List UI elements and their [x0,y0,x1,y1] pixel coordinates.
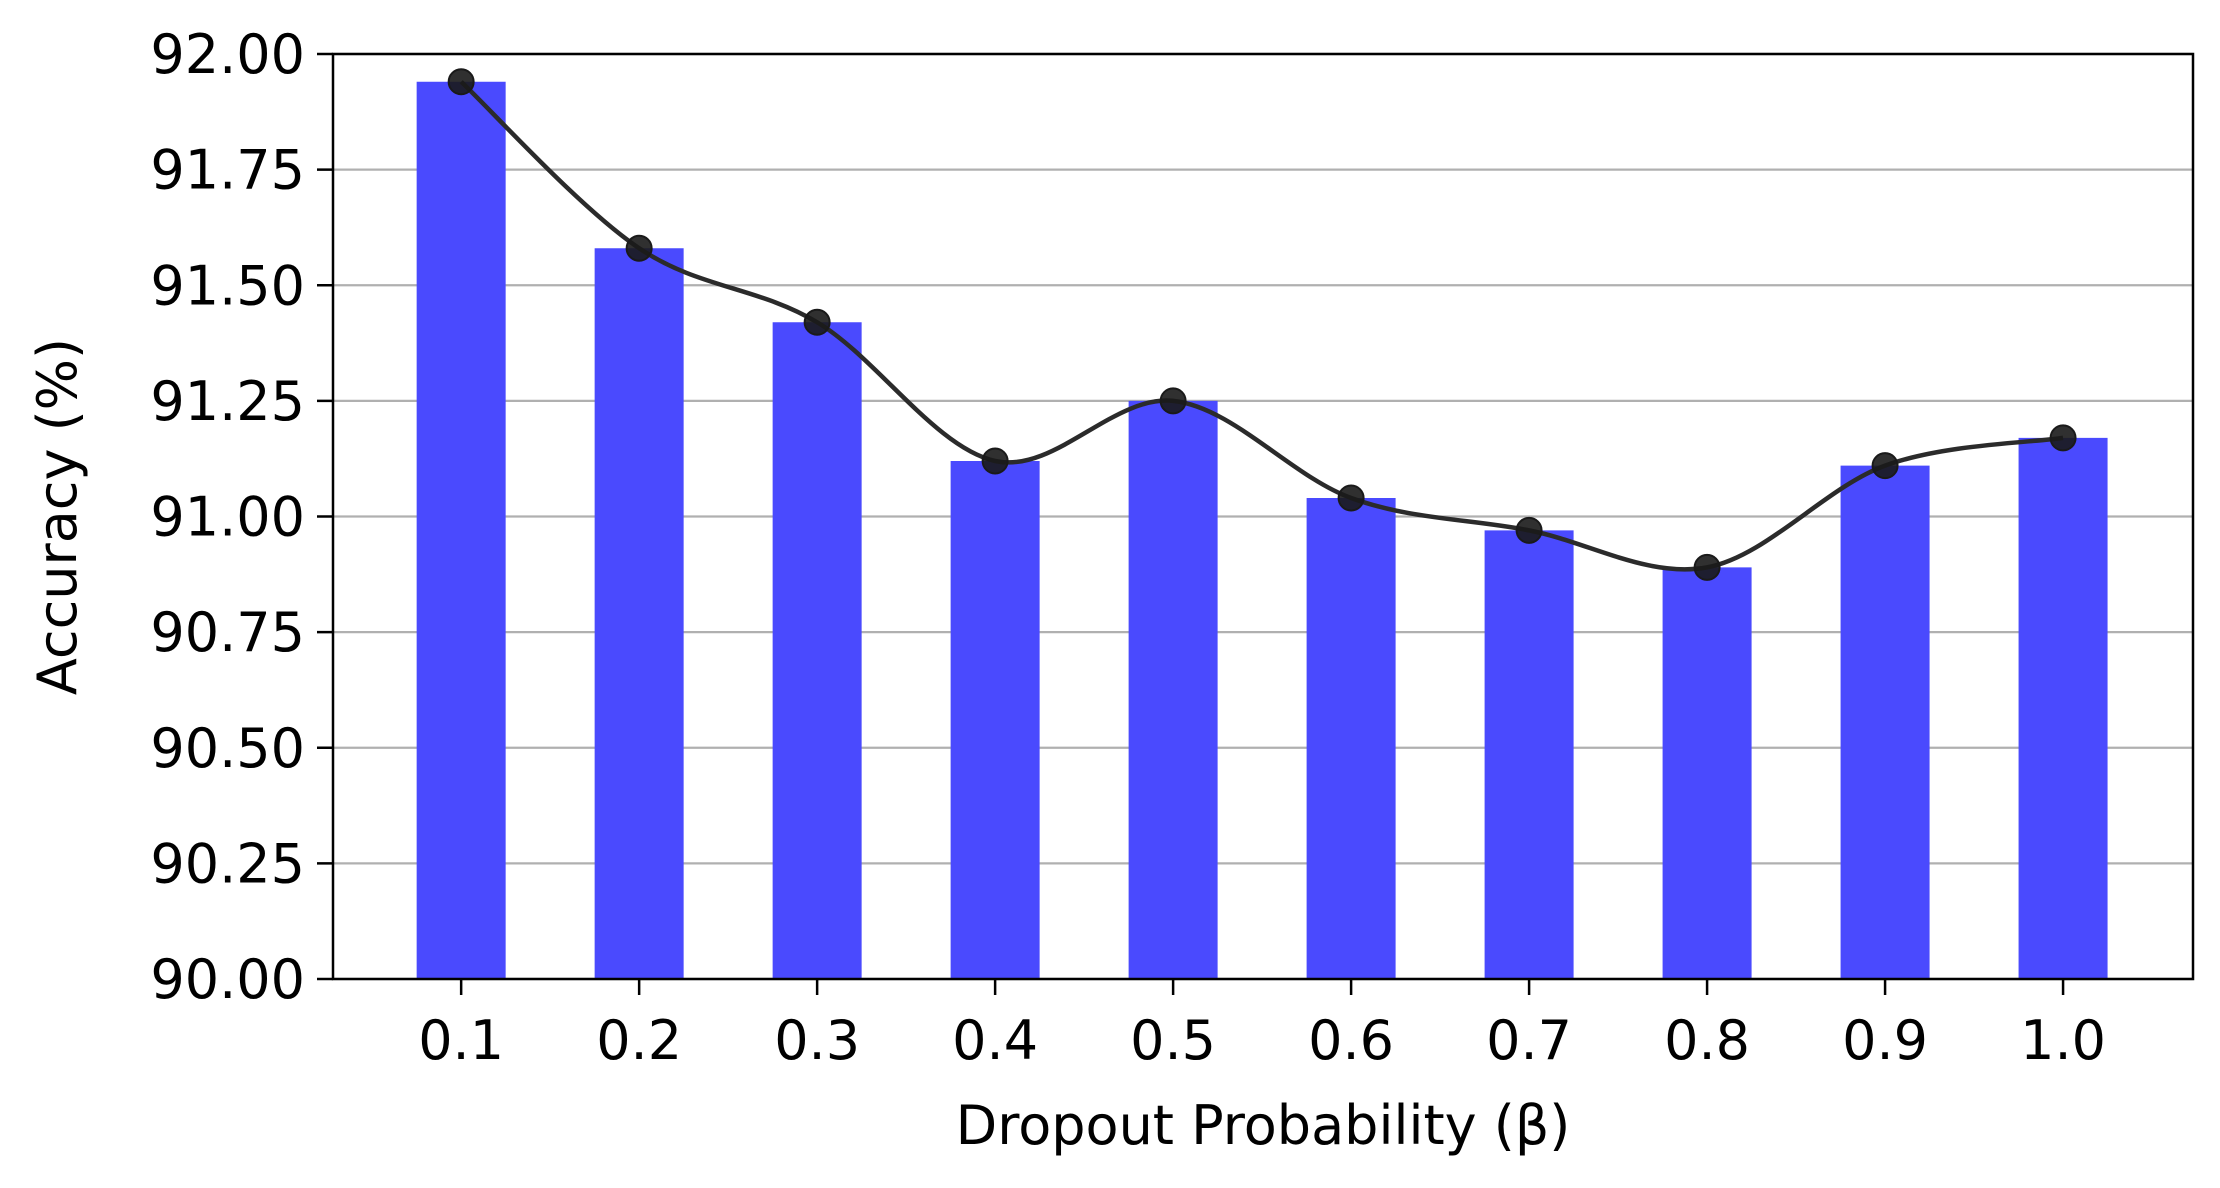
x-axis-title: Dropout Probability (β) [956,1094,1571,1157]
bar [594,248,684,979]
x-tick-label: 1.0 [2020,1009,2106,1072]
data-point-marker [981,447,1009,475]
bar [1306,498,1396,979]
bar [1840,465,1930,979]
y-tick-label: 91.75 [150,139,305,202]
bar [416,81,506,979]
trend-line [459,80,2064,572]
y-axis: 90.00 90.25 90.50 90.75 91.00 91.25 91.50 91.75… [150,23,333,1011]
y-tick-label: 90.75 [150,601,305,664]
y-tick-label: 91.50 [150,254,305,317]
x-tick-label: 0.2 [596,1009,682,1072]
y-tick-label: 90.50 [150,717,305,780]
data-point-marker [803,308,831,336]
data-point-marker [625,234,653,262]
y-axis-title: Accuracy (%) [26,338,89,695]
data-point-marker [1693,553,1721,581]
x-tick-label: 0.6 [1308,1009,1394,1072]
data-point-marker [1159,387,1187,415]
y-tick-label: 91.00 [150,486,305,549]
x-tick-label: 0.7 [1486,1009,1572,1072]
data-point-marker [1515,516,1543,544]
y-tick-label: 92.00 [150,23,305,86]
bars [416,81,2108,979]
x-tick-label: 0.9 [1842,1009,1928,1072]
bar [1662,567,1752,979]
x-tick-label: 0.5 [1130,1009,1216,1072]
x-tick-label: 0.4 [952,1009,1038,1072]
data-point-marker [1337,484,1365,512]
bar [1128,400,1218,979]
data-point-marker [447,68,475,96]
data-point-marker [2049,424,2077,452]
bar [772,322,862,979]
y-tick-label: 90.25 [150,832,305,895]
y-tick-label: 91.25 [150,370,305,433]
bar [1484,530,1574,979]
bar [950,461,1040,979]
x-tick-label: 0.1 [418,1009,504,1072]
x-tick-label: 0.3 [774,1009,860,1072]
bar [2018,437,2108,979]
data-point-marker [1871,452,1899,480]
x-tick-label: 0.8 [1664,1009,1750,1072]
trend-curve [459,80,2064,572]
y-tick-label: 90.00 [150,948,305,1011]
markers [447,68,2077,581]
x-axis: 0.1 0.2 0.3 0.4 0.5 0.6 0.7 0.8 0.9 1.0 [418,979,2106,1072]
